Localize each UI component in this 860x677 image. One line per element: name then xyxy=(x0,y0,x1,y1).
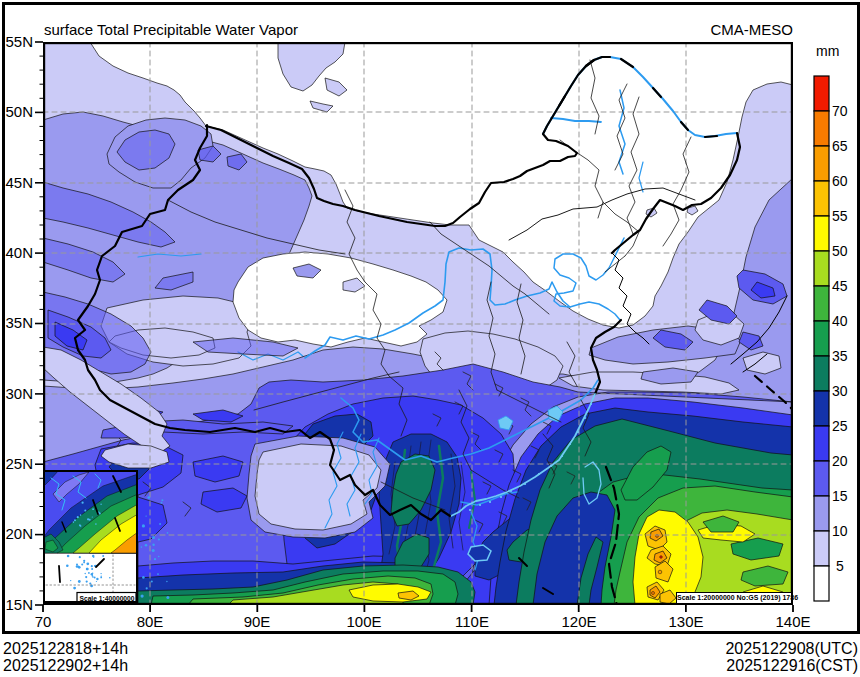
svg-text:Scale 1:40000000: Scale 1:40000000 xyxy=(79,595,134,602)
